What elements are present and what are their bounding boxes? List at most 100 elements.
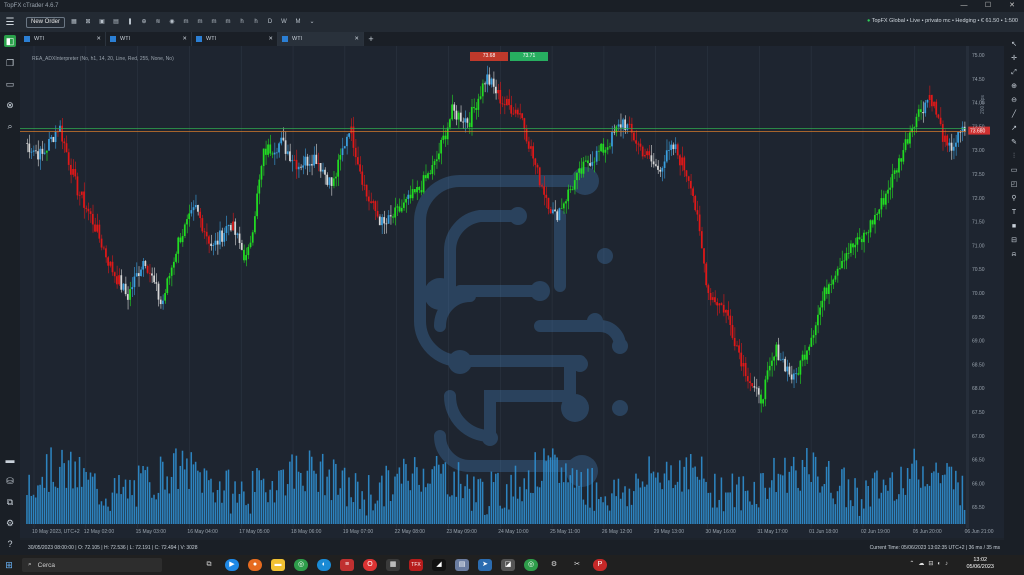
timeframe-h1-icon[interactable]: h xyxy=(240,19,244,25)
ray-icon[interactable]: ↗ xyxy=(1011,125,1017,132)
help-icon[interactable]: ? xyxy=(7,539,13,549)
sell-button[interactable]: 73.68 xyxy=(470,52,508,61)
rectangle-icon[interactable]: ▭ xyxy=(1010,167,1018,174)
volume-bar xyxy=(569,475,572,524)
period-icon[interactable]: ▤ xyxy=(113,19,119,25)
pinterest-icon[interactable]: P xyxy=(593,559,607,571)
trade-icon[interactable]: ◧ xyxy=(4,35,16,47)
copy-icon[interactable]: ❐ xyxy=(5,58,15,68)
layers-icon[interactable]: ≋ xyxy=(155,19,161,25)
layout-icon[interactable]: ▣ xyxy=(99,19,105,25)
analyze-icon[interactable]: ⊗ xyxy=(6,100,14,110)
move-icon[interactable]: ⤢ xyxy=(1011,69,1017,76)
settings-gear-icon[interactable]: ⚙ xyxy=(550,561,558,568)
settings-icon[interactable]: ⚙ xyxy=(5,518,15,528)
lock-icon[interactable]: ⊟ xyxy=(1011,237,1017,244)
zoom-app-icon[interactable]: ▶ xyxy=(225,559,239,571)
candles-icon[interactable]: ❚ xyxy=(127,19,133,25)
chart-area[interactable]: 73.680 10 May 2023, UTC+2 12 May 02:00 15 … xyxy=(20,46,1004,538)
price-chart[interactable]: 73.680 10 May 2023, UTC+2 12 May 02:00 15 … xyxy=(20,46,1004,538)
chart-tab-active[interactable]: WTI ✕ xyxy=(278,32,364,46)
timeframe-m30-icon[interactable]: m xyxy=(225,19,231,25)
maximize-icon[interactable]: ☐ xyxy=(984,2,992,9)
close-icon[interactable]: ✕ xyxy=(1009,2,1015,9)
portfolio-icon[interactable]: ▬ xyxy=(5,455,15,465)
volume-bar xyxy=(243,491,245,524)
chart-settings-icon[interactable]: ⌄ xyxy=(309,19,315,25)
volume-bar xyxy=(606,505,609,524)
timeframe-w1-icon[interactable]: W xyxy=(281,19,287,25)
shape-icon[interactable]: ■ xyxy=(1011,223,1017,230)
candle-body xyxy=(541,185,543,187)
candle-body xyxy=(313,154,315,166)
edge-icon[interactable]: ◐ xyxy=(317,559,331,571)
timeframe-m15-icon[interactable]: m xyxy=(211,19,217,25)
candle-body xyxy=(201,218,204,232)
hamburger-menu-icon[interactable]: ☰ xyxy=(5,16,15,28)
new-order-button[interactable]: New Order xyxy=(26,16,66,28)
chrome-2-icon[interactable]: ◎ xyxy=(524,559,538,571)
close-chart-icon[interactable]: ⊠ xyxy=(85,19,91,25)
add-tab-button[interactable]: + xyxy=(368,34,374,44)
candle-body xyxy=(413,189,416,193)
tab-close-icon[interactable]: ✕ xyxy=(96,36,101,42)
opera-icon[interactable]: O xyxy=(363,559,377,571)
timeframe-mn-icon[interactable]: M xyxy=(295,19,301,25)
app-icon[interactable]: ≡ xyxy=(340,559,354,571)
teams-icon[interactable]: ▦ xyxy=(386,559,400,571)
candle-body xyxy=(492,78,495,87)
timeframe-m1-icon[interactable]: m xyxy=(183,19,189,25)
windows-start-icon[interactable]: ⊞ xyxy=(5,559,13,570)
candle-body xyxy=(799,360,802,375)
tab-close-icon[interactable]: ✕ xyxy=(182,36,187,42)
taskbar-search[interactable]: ⌕ Cerca xyxy=(22,558,162,572)
zoom-out-icon[interactable]: ⊖ xyxy=(1011,97,1017,104)
timeframe-h4-icon[interactable]: h xyxy=(254,19,258,25)
crosshair-icon[interactable]: ✛ xyxy=(1011,55,1017,62)
pin-icon[interactable]: ⚲ xyxy=(1011,195,1017,202)
zoom-in-icon[interactable]: ⊕ xyxy=(1011,83,1017,90)
chart-tab[interactable]: WTI ✕ xyxy=(20,32,106,46)
search-icon[interactable]: ⌕ xyxy=(7,121,13,131)
text-icon[interactable]: T xyxy=(1011,209,1017,216)
volume-bar xyxy=(834,504,837,524)
notepad-icon[interactable]: ▤ xyxy=(455,559,469,571)
candle-body xyxy=(926,100,929,103)
system-tray[interactable]: ⌃☁⊟◐♪ xyxy=(909,561,952,567)
volume-bar xyxy=(904,494,907,524)
trendline-icon[interactable]: ╱ xyxy=(1011,111,1017,118)
tab-close-icon[interactable]: ✕ xyxy=(268,36,273,42)
telegram-icon[interactable]: ➤ xyxy=(478,559,492,571)
minimize-icon[interactable]: — xyxy=(960,2,968,9)
chart-tab[interactable]: WTI ✕ xyxy=(106,32,192,46)
chart-mode-icon[interactable]: ▦ xyxy=(71,19,77,25)
taskbar-clock[interactable]: 13:02 05/06/2023 xyxy=(966,557,994,570)
zoom-icon[interactable]: ⊕ xyxy=(141,19,147,25)
indicator-label[interactable]: REA_ADXInterpreter (No, h1, 14, 20, Line… xyxy=(32,56,174,62)
ctrader-icon[interactable]: ◢ xyxy=(432,559,446,571)
fibonacci-icon[interactable]: ⫶ xyxy=(1013,153,1015,160)
chart-tab[interactable]: WTI ✕ xyxy=(192,32,278,46)
tab-close-icon[interactable]: ✕ xyxy=(354,36,359,42)
task-view-icon[interactable]: ⧉ xyxy=(206,561,212,568)
cursor-icon[interactable]: ↖ xyxy=(1011,41,1017,48)
history-icon[interactable]: ⧉ xyxy=(6,497,14,507)
chrome-icon[interactable]: ◎ xyxy=(294,559,308,571)
eye-icon[interactable]: ◉ xyxy=(169,19,175,25)
timeframe-m5-icon[interactable]: m xyxy=(197,19,203,25)
snip-icon[interactable]: ✂ xyxy=(574,561,580,568)
watchlist-icon[interactable]: ▭ xyxy=(5,79,15,89)
firefox-icon[interactable]: ● xyxy=(248,559,262,571)
volume-bar xyxy=(941,475,944,524)
file-explorer-icon[interactable]: ▬ xyxy=(271,559,285,571)
callout-icon[interactable]: ◰ xyxy=(1010,181,1018,188)
alert-bell-icon[interactable]: ⍾ xyxy=(1011,251,1017,258)
volume-bar xyxy=(269,489,271,524)
pencil-icon[interactable]: ✎ xyxy=(1011,139,1017,146)
chat-icon[interactable]: ◪ xyxy=(501,559,515,571)
buy-button[interactable]: 73.71 xyxy=(510,52,548,61)
timeframe-d1-icon[interactable]: D xyxy=(267,19,273,25)
topfx-icon[interactable]: TFX xyxy=(409,559,423,571)
volume-bar xyxy=(300,472,302,524)
strategy-icon[interactable]: ⛁ xyxy=(6,476,14,486)
